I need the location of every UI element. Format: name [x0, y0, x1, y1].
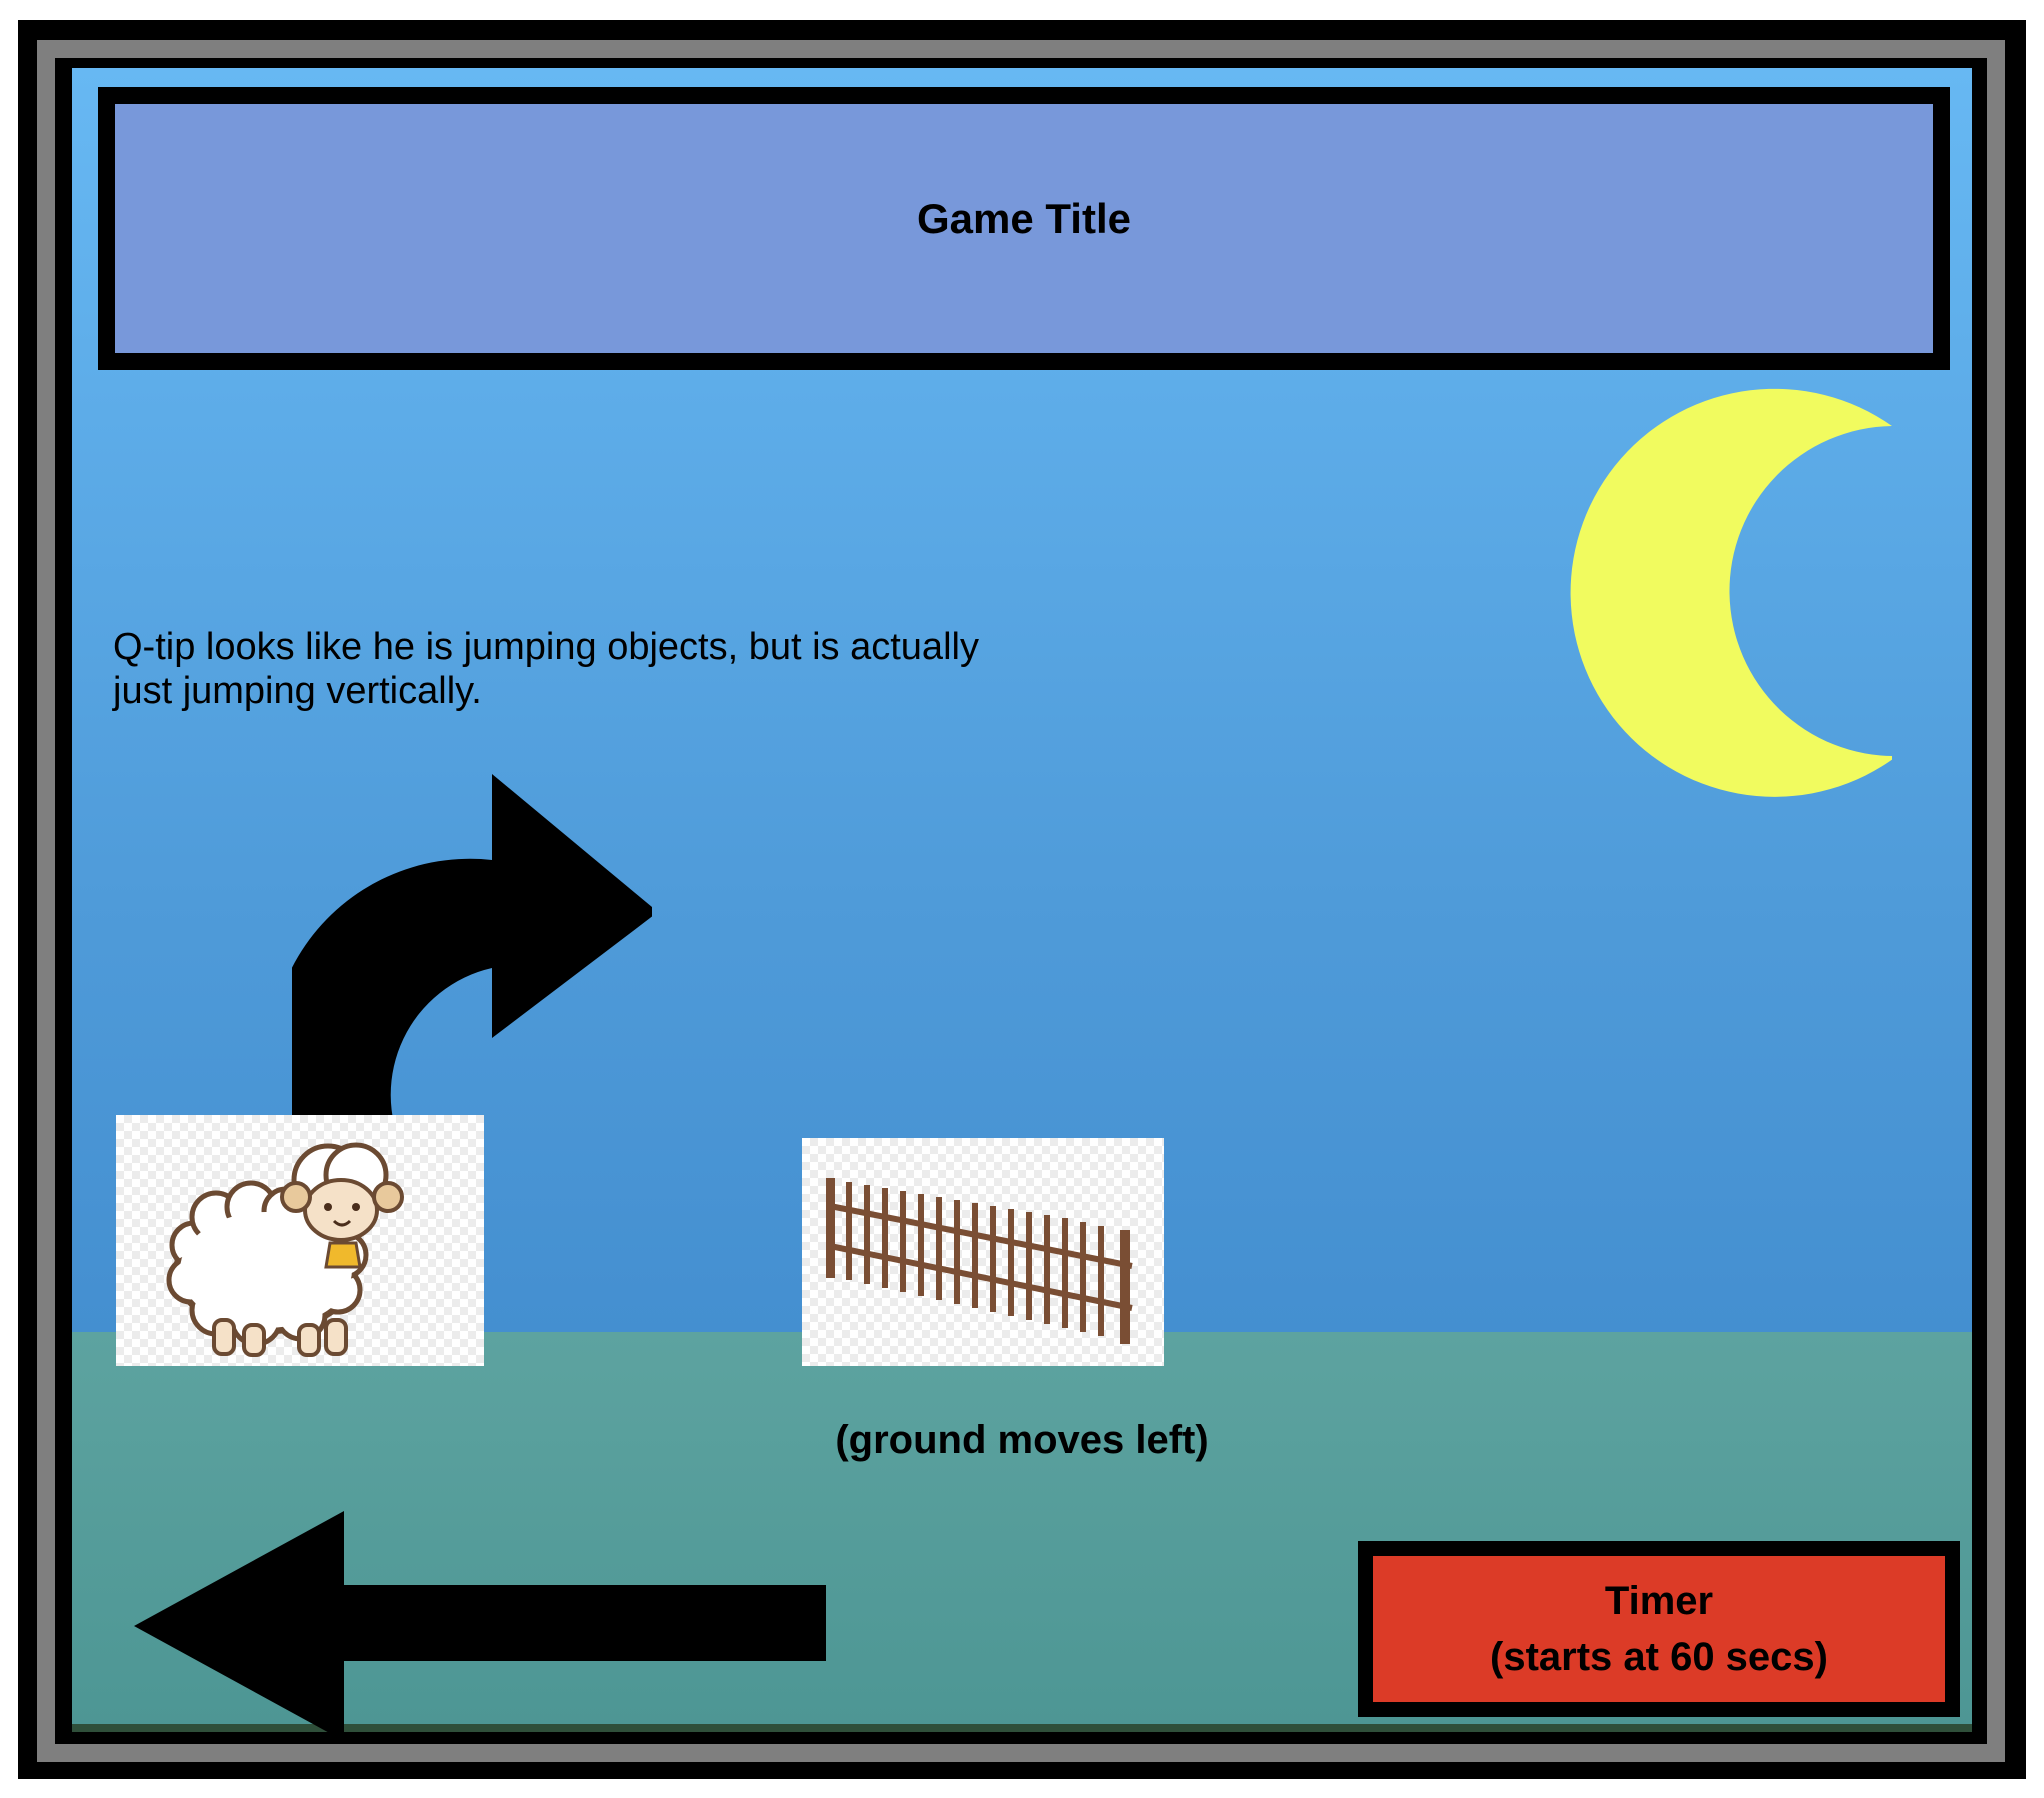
- timer-label: Timer: [1604, 1579, 1714, 1623]
- moon-icon: [1492, 386, 1897, 811]
- title-bar: Game Title: [98, 87, 1950, 370]
- instruction-note: Q-tip looks like he is jumping objects, …: [113, 626, 979, 712]
- fence-sprite: [802, 1138, 1164, 1366]
- ground-label: (ground moves left): [835, 1418, 1209, 1462]
- timer-box: Timer (starts at 60 secs): [1358, 1541, 1960, 1717]
- fence-rails: [829, 1203, 1133, 1311]
- game-scene[interactable]: Game Title Q-tip looks like he is jumpin…: [72, 68, 1972, 1732]
- sheep-legs: [212, 1318, 348, 1357]
- sheep-sprite: [116, 1115, 484, 1366]
- ground-edge: [72, 1724, 1972, 1732]
- left-arrow-icon: [134, 1511, 834, 1732]
- game-title: Game Title: [917, 194, 1131, 242]
- fence-posts: [826, 1178, 1130, 1344]
- sheep-head: [280, 1142, 404, 1269]
- curved-jump-arrow-icon: [269, 718, 658, 1173]
- timer-detail: (starts at 60 secs): [1490, 1635, 1828, 1679]
